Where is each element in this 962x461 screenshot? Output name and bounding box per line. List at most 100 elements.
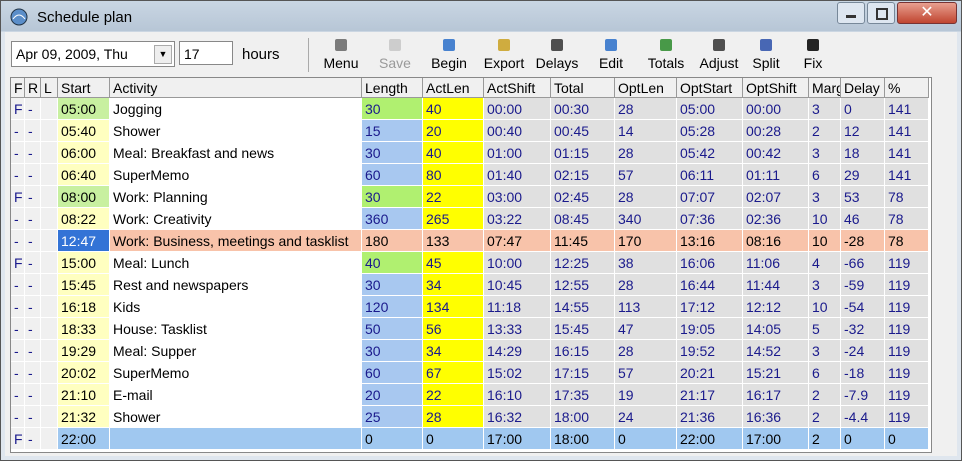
table-cell[interactable]: 22 [423,384,484,406]
toolbar-button[interactable]: Menu [323,55,359,71]
table-cell[interactable]: 13:16 [677,230,743,252]
table-cell[interactable]: 08:16 [743,230,809,252]
table-cell[interactable]: 07:36 [677,208,743,230]
table-cell[interactable]: 40 [423,142,484,164]
table-cell[interactable]: 3 [809,340,841,362]
table-cell[interactable]: 30 [362,274,423,296]
table-cell[interactable]: 14 [615,120,677,142]
table-cell[interactable]: 20 [423,120,484,142]
table-cell[interactable]: 14:55 [551,296,615,318]
table-cell[interactable]: 141 [885,142,929,164]
table-cell[interactable]: 113 [615,296,677,318]
table-cell[interactable]: 24 [615,406,677,428]
table-cell[interactable]: 28 [615,186,677,208]
table-cell[interactable]: Meal: Supper [110,340,362,362]
table-cell[interactable]: 0 [615,428,677,450]
table-cell[interactable]: 57 [615,362,677,384]
table-cell[interactable]: 21:17 [677,384,743,406]
toolbar-button[interactable]: Edit [598,55,624,71]
table-cell[interactable]: 10:45 [484,274,551,296]
table-cell[interactable]: 17:00 [743,428,809,450]
table-cell[interactable]: 05:40 [58,120,110,142]
table-cell[interactable]: 16:44 [677,274,743,296]
table-cell[interactable]: 07:47 [484,230,551,252]
table-cell[interactable]: 14:29 [484,340,551,362]
table-cell[interactable]: 21:32 [58,406,110,428]
toolbar-button[interactable]: Fix [803,55,823,71]
table-cell[interactable]: 10 [809,208,841,230]
table-cell[interactable]: 00:28 [743,120,809,142]
table-cell[interactable]: 22 [423,186,484,208]
table-cell[interactable]: 119 [885,274,929,296]
table-cell[interactable]: 119 [885,362,929,384]
table-cell[interactable]: Rest and newspapers [110,274,362,296]
table-cell[interactable]: 01:40 [484,164,551,186]
table-cell[interactable] [110,428,362,450]
toolbar-button[interactable]: Adjust [699,55,739,71]
table-cell[interactable]: 06:00 [58,142,110,164]
table-cell[interactable]: -28 [841,230,885,252]
table-cell[interactable]: 67 [423,362,484,384]
table-cell[interactable]: 19:05 [677,318,743,340]
table-cell[interactable]: 30 [362,142,423,164]
table-cell[interactable]: 38 [615,252,677,274]
table-cell[interactable]: 12:47 [58,230,110,252]
table-cell[interactable]: 40 [423,98,484,120]
table-cell[interactable]: 34 [423,340,484,362]
table-cell[interactable]: 22:00 [677,428,743,450]
table-cell[interactable]: 10 [809,230,841,252]
table-cell[interactable]: Meal: Lunch [110,252,362,274]
table-cell[interactable]: 05:00 [677,98,743,120]
table-cell[interactable]: 00:30 [551,98,615,120]
table-cell[interactable]: E-mail [110,384,362,406]
table-cell[interactable]: 05:28 [677,120,743,142]
table-cell[interactable]: 30 [362,340,423,362]
table-cell[interactable]: 50 [362,318,423,340]
minimize-button[interactable] [837,2,865,24]
table-cell[interactable]: 119 [885,318,929,340]
table-cell[interactable]: 21:10 [58,384,110,406]
table-cell[interactable]: 20:02 [58,362,110,384]
table-cell[interactable]: 340 [615,208,677,230]
table-cell[interactable]: 12 [841,120,885,142]
table-cell[interactable]: 11:18 [484,296,551,318]
table-cell[interactable]: 21:36 [677,406,743,428]
table-cell[interactable]: Work: Business, meetings and tasklist [110,230,362,252]
table-cell[interactable]: 10:00 [484,252,551,274]
table-cell[interactable]: 5 [809,318,841,340]
table-cell[interactable]: 30 [362,186,423,208]
table-cell[interactable]: 17:35 [551,384,615,406]
table-cell[interactable]: Jogging [110,98,362,120]
table-cell[interactable]: 3 [809,186,841,208]
table-cell[interactable]: 28 [615,274,677,296]
table-cell[interactable]: 360 [362,208,423,230]
table-cell[interactable]: 13:33 [484,318,551,340]
table-cell[interactable]: 34 [423,274,484,296]
table-cell[interactable]: 02:15 [551,164,615,186]
table-cell[interactable]: 01:00 [484,142,551,164]
table-cell[interactable]: 08:45 [551,208,615,230]
table-cell[interactable]: 28 [615,98,677,120]
table-cell[interactable]: 06:40 [58,164,110,186]
table-cell[interactable]: SuperMemo [110,362,362,384]
table-cell[interactable]: 0 [362,428,423,450]
table-cell[interactable]: 22:00 [58,428,110,450]
table-cell[interactable]: 80 [423,164,484,186]
table-cell[interactable]: 265 [423,208,484,230]
table-cell[interactable]: 29 [841,164,885,186]
table-cell[interactable]: 119 [885,252,929,274]
table-cell[interactable]: 01:15 [551,142,615,164]
table-cell[interactable]: 141 [885,164,929,186]
table-cell[interactable]: 180 [362,230,423,252]
close-button[interactable]: ✕ [897,2,957,24]
table-cell[interactable]: 06:11 [677,164,743,186]
table-cell[interactable]: 119 [885,406,929,428]
table-cell[interactable]: 19 [615,384,677,406]
table-cell[interactable]: 2 [809,120,841,142]
date-combo[interactable]: Apr 09, 2009, Thu ▼ [11,41,175,67]
table-cell[interactable]: 60 [362,164,423,186]
table-cell[interactable]: 00:42 [743,142,809,164]
table-cell[interactable]: 0 [423,428,484,450]
table-cell[interactable]: 05:00 [58,98,110,120]
toolbar-button[interactable]: Export [483,55,525,71]
